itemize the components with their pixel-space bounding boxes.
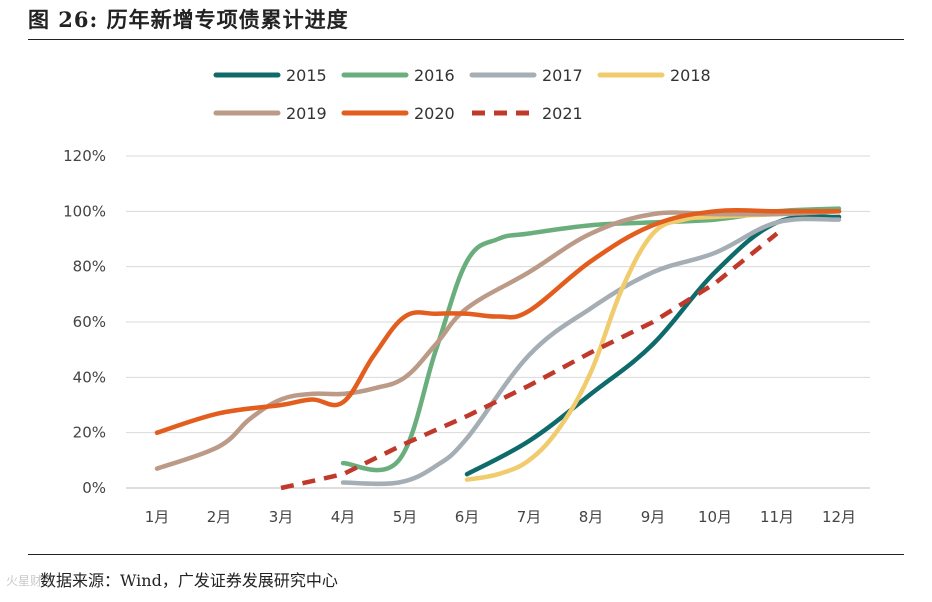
- legend-label-2018: 2018: [670, 66, 711, 85]
- source-note: 数据来源：Wind，广发证券发展研究中心: [40, 571, 338, 590]
- x-axis-ticks: 1月 2月 3月 4月 5月 6月 7月 8月 9月 10月 11月 12月: [145, 508, 856, 526]
- x-tick-label: 4月: [331, 508, 356, 526]
- series-line-2016: [340, 206, 842, 473]
- legend-label-2021: 2021: [542, 104, 583, 123]
- x-tick-label: 1月: [145, 508, 170, 526]
- series-line-2015: [464, 214, 842, 477]
- legend: 2015 2016 2017 2018 2019 2020 2021: [213, 66, 711, 123]
- legend-label-2020: 2020: [414, 104, 455, 123]
- series-line-2017: [340, 216, 842, 487]
- legend-label-2016: 2016: [414, 66, 455, 85]
- series-line-2021: [280, 231, 779, 491]
- x-tick-label: 7月: [517, 508, 542, 526]
- y-tick-label: 100%: [63, 202, 106, 220]
- y-tick-label: 20%: [73, 424, 106, 442]
- gridlines: [126, 155, 870, 489]
- legend-label-2017: 2017: [542, 66, 583, 85]
- watermark: 火星财经: [6, 574, 55, 588]
- y-tick-label: 80%: [73, 258, 106, 276]
- x-tick-label: 12月: [822, 508, 856, 526]
- y-tick-label: 40%: [73, 368, 106, 386]
- x-tick-label: 6月: [455, 508, 480, 526]
- series-lines: [154, 206, 842, 491]
- y-tick-label: 60%: [73, 313, 106, 331]
- x-tick-label: 9月: [641, 508, 666, 526]
- y-tick-label: 0%: [82, 479, 106, 497]
- legend-label-2015: 2015: [286, 66, 327, 85]
- y-axis-ticks: 0% 20% 40% 60% 80% 100% 120%: [63, 147, 106, 497]
- x-tick-label: 3月: [269, 508, 294, 526]
- series-line-2020: [154, 207, 842, 435]
- figure-title: 图 26: 历年新增专项债累计进度: [28, 7, 349, 32]
- x-tick-label: 2月: [207, 508, 232, 526]
- line-chart: 0% 20% 40% 60% 80% 100% 120% 1月 2月 3月 4月 5月 6月 7月 8月 9…: [63, 66, 870, 526]
- x-tick-label: 8月: [579, 508, 604, 526]
- x-tick-label: 11月: [760, 508, 794, 526]
- title-rule: [28, 39, 904, 40]
- x-tick-label: 10月: [698, 508, 732, 526]
- legend-label-2019: 2019: [286, 104, 327, 123]
- source-rule: [28, 554, 904, 555]
- x-tick-label: 5月: [393, 508, 418, 526]
- y-tick-label: 120%: [63, 147, 106, 165]
